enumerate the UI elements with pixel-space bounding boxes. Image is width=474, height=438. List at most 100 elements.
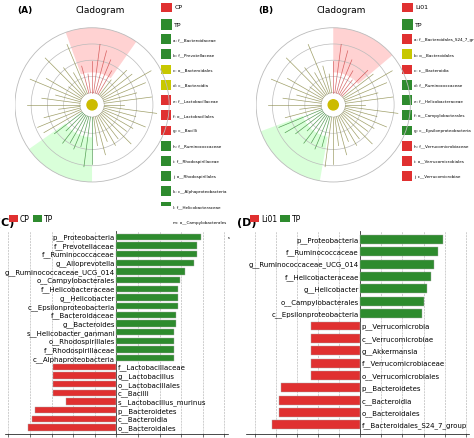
Text: h: f__Verrucomicrobiaceae: h: f__Verrucomicrobiaceae [414, 144, 468, 148]
FancyBboxPatch shape [161, 141, 171, 151]
Text: f__Bacteroidales_S24_7_group: f__Bacteroidales_S24_7_group [362, 422, 467, 428]
FancyBboxPatch shape [161, 217, 171, 227]
Bar [117, 321, 176, 327]
FancyBboxPatch shape [402, 172, 412, 181]
FancyBboxPatch shape [161, 66, 171, 75]
Text: (C): (C) [0, 217, 14, 227]
Text: a: f__Bacteroidaceae: a: f__Bacteroidaceae [173, 38, 216, 42]
Text: c__Alphaproteobacteria: c__Alphaproteobacteria [33, 355, 115, 362]
Text: g: c__Bacilli: g: c__Bacilli [173, 129, 197, 133]
Text: c: o__Bacteroidales: c: o__Bacteroidales [173, 68, 212, 72]
Text: o__Bacteroidales: o__Bacteroidales [118, 424, 176, 431]
FancyBboxPatch shape [161, 35, 171, 45]
Bar [54, 373, 117, 379]
FancyBboxPatch shape [161, 233, 171, 242]
Bar [360, 309, 422, 318]
Text: c__Bacteroidia: c__Bacteroidia [118, 416, 168, 422]
FancyBboxPatch shape [402, 141, 412, 151]
Text: b: o__Bacteroidales: b: o__Bacteroidales [414, 53, 454, 57]
FancyBboxPatch shape [161, 20, 172, 31]
Text: f__Ruminococcaceae: f__Ruminococcaceae [286, 249, 359, 255]
Bar [279, 408, 360, 417]
Text: h: f__Ruminococcaceae: h: f__Ruminococcaceae [173, 144, 221, 148]
FancyBboxPatch shape [402, 111, 412, 121]
Bar [117, 260, 194, 266]
Text: b: f__Prevotellaceae: b: f__Prevotellaceae [173, 53, 214, 57]
Bar [117, 295, 178, 301]
Circle shape [328, 101, 338, 111]
Text: c: c__Bacteroidia: c: c__Bacteroidia [414, 68, 448, 72]
Text: p__Proteobacteria: p__Proteobacteria [297, 237, 359, 243]
Bar [117, 234, 201, 240]
FancyBboxPatch shape [161, 187, 171, 197]
Bar [117, 251, 198, 258]
Text: p__Bacteroidetes: p__Bacteroidetes [118, 407, 177, 413]
FancyBboxPatch shape [402, 20, 413, 31]
FancyBboxPatch shape [161, 1, 172, 12]
Text: g__Helicobacter: g__Helicobacter [60, 294, 115, 301]
Bar [54, 364, 117, 370]
Text: g__Akkermansia: g__Akkermansia [362, 347, 418, 354]
Wedge shape [66, 28, 137, 79]
Text: c__Verrucomicrobiae: c__Verrucomicrobiae [362, 335, 434, 342]
Text: g__Bacteroides: g__Bacteroides [63, 320, 115, 327]
FancyBboxPatch shape [161, 126, 171, 136]
Circle shape [87, 101, 97, 111]
Text: o__Verrucomicrobiales: o__Verrucomicrobiales [362, 372, 440, 379]
FancyBboxPatch shape [161, 172, 171, 181]
Text: g__Alloprevotella: g__Alloprevotella [55, 260, 115, 267]
Text: f__Helicobacteraceae: f__Helicobacteraceae [41, 286, 115, 293]
Wedge shape [29, 124, 92, 183]
Text: e: f__Helicobacteraceae: e: f__Helicobacteraceae [414, 99, 463, 103]
FancyBboxPatch shape [161, 111, 171, 121]
FancyBboxPatch shape [402, 35, 412, 45]
Text: s__Lactobacillus_murinus: s__Lactobacillus_murinus [118, 398, 206, 405]
Bar [311, 334, 360, 343]
Text: k: c__Alphaproteobacteria: k: c__Alphaproteobacteria [173, 190, 226, 194]
Text: g__Ruminococcaceae_UCG_014: g__Ruminococcaceae_UCG_014 [5, 268, 115, 275]
Text: c__Epsilonproteobacteria: c__Epsilonproteobacteria [272, 311, 359, 317]
Bar [54, 390, 117, 396]
Bar [360, 285, 427, 293]
Text: f__Lactobacillaceae: f__Lactobacillaceae [118, 364, 186, 371]
Bar [117, 277, 180, 283]
Bar [311, 346, 360, 355]
Bar [281, 384, 360, 392]
Text: CP: CP [174, 4, 182, 10]
Text: o__Rhodospirillales: o__Rhodospirillales [49, 338, 115, 344]
FancyBboxPatch shape [402, 96, 412, 106]
Bar [360, 297, 424, 306]
Wedge shape [333, 28, 392, 85]
Bar [117, 286, 178, 292]
Bar [54, 381, 117, 388]
Text: o__Lactobacillales: o__Lactobacillales [118, 381, 181, 388]
Bar [117, 338, 174, 344]
Text: f: o__Campylobacterales: f: o__Campylobacterales [414, 114, 465, 118]
FancyBboxPatch shape [402, 126, 412, 136]
Text: f__Verrucomicrobiaceae: f__Verrucomicrobiaceae [362, 360, 445, 367]
Bar [360, 260, 434, 269]
Bar [311, 322, 360, 331]
Text: f: o__Lactobacillales: f: o__Lactobacillales [173, 114, 214, 118]
Bar [36, 407, 117, 413]
Bar [66, 399, 117, 405]
Text: TP: TP [174, 23, 182, 28]
FancyBboxPatch shape [402, 50, 412, 60]
FancyBboxPatch shape [161, 96, 171, 106]
FancyBboxPatch shape [402, 66, 412, 75]
FancyBboxPatch shape [161, 50, 171, 60]
Bar [117, 355, 174, 361]
Text: g__Helicobacter: g__Helicobacter [303, 286, 359, 293]
Text: g__Lactobacillus: g__Lactobacillus [118, 372, 175, 379]
Bar [117, 243, 198, 249]
Bar [117, 303, 178, 310]
Text: o__Bacteroidales: o__Bacteroidales [362, 409, 420, 416]
Text: i: o__Verrucomicrobiales: i: o__Verrucomicrobiales [414, 159, 464, 163]
Text: n: c__Epsilonproteobacteria: n: c__Epsilonproteobacteria [173, 236, 229, 240]
Bar [360, 248, 438, 257]
Text: d: f__Ruminococcaceae: d: f__Ruminococcaceae [414, 84, 462, 88]
Text: j: c__Verrucomicrobiae: j: c__Verrucomicrobiae [414, 175, 460, 179]
Text: f__Bacteroidaceae: f__Bacteroidaceae [51, 312, 115, 318]
Text: (B): (B) [258, 7, 273, 15]
Bar [117, 268, 185, 275]
